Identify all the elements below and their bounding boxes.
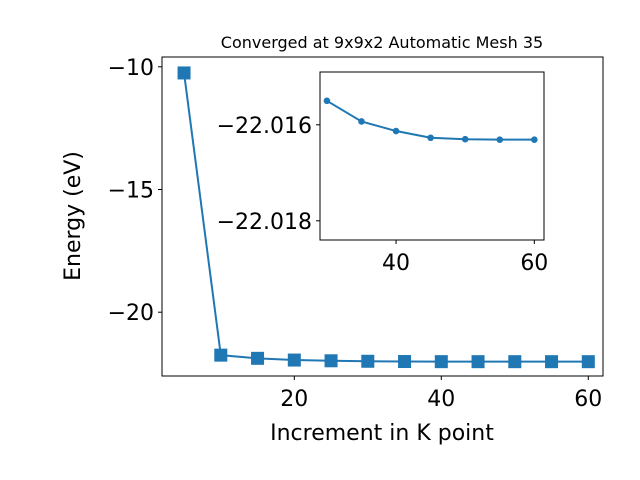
main-data-point <box>545 355 559 369</box>
main-y-tick-label: −20 <box>108 301 154 326</box>
main-data-point <box>471 355 485 369</box>
main-x-tick-label: 20 <box>280 387 308 412</box>
main-y-tick-label: −15 <box>108 179 154 204</box>
main-data-point <box>251 351 265 365</box>
main-data-point <box>214 348 228 362</box>
main-y-tick-label: −10 <box>108 56 154 81</box>
inset-data-point <box>461 135 469 143</box>
inset-data-point <box>358 118 365 125</box>
y-axis-label: Energy (eV) <box>61 151 86 281</box>
main-x-tick-label: 40 <box>427 387 455 412</box>
inset-data-point <box>392 127 400 135</box>
inset-x-tick-label: 60 <box>520 251 548 276</box>
inset-plot-frame <box>319 71 545 241</box>
main-plot-frame <box>161 56 604 377</box>
main-x-tick-label: 60 <box>574 387 602 412</box>
x-axis-label: Increment in K point <box>270 421 494 446</box>
chart-title: Converged at 9x9x2 Automatic Mesh 35 <box>221 33 543 52</box>
inset-x-tick-label: 40 <box>382 251 410 276</box>
inset-data-point <box>323 97 331 105</box>
inset-y-tick-label: −22.018 <box>217 210 312 235</box>
inset-data-point <box>531 136 538 143</box>
inset-data-point <box>427 134 434 142</box>
inset-y-tick-label: −22.016 <box>217 114 312 139</box>
main-data-point <box>434 355 448 369</box>
main-data-point <box>177 66 191 80</box>
inset-background <box>320 72 544 240</box>
main-data-point <box>324 354 338 368</box>
main-data-point <box>398 355 412 369</box>
main-data-point <box>508 355 522 369</box>
inset-data-point <box>496 136 504 143</box>
main-data-point <box>287 353 301 367</box>
main-data-point <box>361 354 375 368</box>
main-data-point <box>581 355 595 369</box>
